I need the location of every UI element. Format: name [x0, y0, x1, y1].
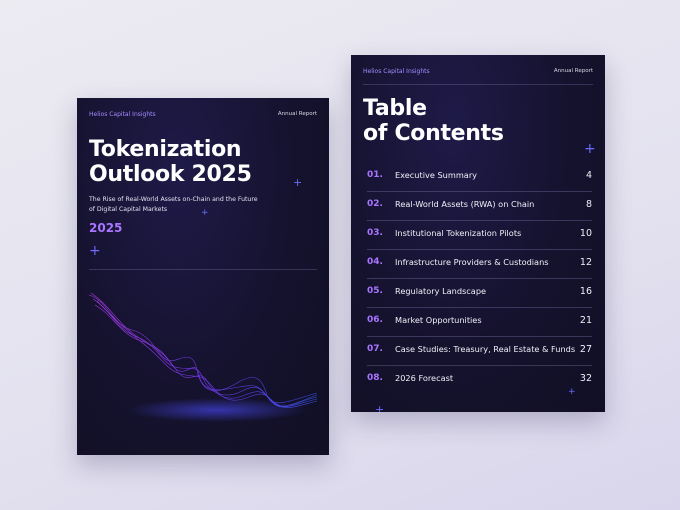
- item-page: 4: [585, 170, 592, 181]
- brand: Helios Capital Insights: [363, 68, 430, 75]
- plus-icon: +: [375, 403, 385, 412]
- toc-title: Table of Contents: [363, 96, 504, 146]
- title-line: Table: [363, 96, 427, 121]
- plus-icon: +: [201, 208, 209, 218]
- brand: Helios Capital Insights: [89, 111, 156, 118]
- cover-title: Tokenization Outlook 2025: [89, 137, 252, 187]
- item-page: 10: [579, 228, 592, 239]
- divider: [89, 269, 317, 270]
- plus-icon: +: [89, 243, 101, 259]
- year: 2025: [89, 221, 123, 235]
- item-title: Executive Summary: [395, 170, 478, 180]
- item-number: 07.: [367, 344, 383, 354]
- item-page: 16: [579, 286, 592, 297]
- item-title: Infrastructure Providers & Custodians: [395, 257, 549, 267]
- item-page: 27: [579, 344, 592, 355]
- item-number: 03.: [367, 228, 383, 238]
- title-line: Outlook 2025: [89, 162, 252, 187]
- item-title: Regulatory Landscape: [395, 286, 487, 296]
- item-number: 08.: [367, 373, 383, 383]
- plus-icon: +: [584, 141, 596, 157]
- wave-art: [88, 292, 318, 422]
- item-number: 06.: [367, 315, 383, 325]
- item-page: 8: [585, 199, 592, 210]
- item-number: 04.: [367, 257, 383, 267]
- item-number: 01.: [367, 170, 383, 180]
- item-title: Real-World Assets (RWA) on Chain: [395, 199, 535, 209]
- toc-row: 08. 2026 Forecast 32: [367, 365, 592, 394]
- toc-row: 01. Executive Summary 4: [367, 162, 592, 192]
- toc-row: 02. Real-World Assets (RWA) on Chain 8: [367, 191, 592, 221]
- item-title: Market Opportunities: [395, 315, 482, 325]
- toc-row: 07. Case Studies: Treasury, Real Estate &…: [367, 336, 592, 366]
- toc-row: 03. Institutional Tokenization Pilots 10: [367, 220, 592, 250]
- toc-row: 04. Infrastructure Providers & Custodians…: [367, 249, 592, 279]
- report-label: Annual Report: [553, 68, 593, 74]
- item-title: 2026 Forecast: [395, 373, 454, 383]
- item-number: 02.: [367, 199, 383, 209]
- title-line: of Contents: [363, 121, 504, 146]
- item-page: 32: [579, 373, 592, 384]
- item-number: 05.: [367, 286, 383, 296]
- item-title: Institutional Tokenization Pilots: [395, 228, 522, 238]
- item-page: 21: [579, 315, 592, 326]
- divider: [363, 84, 593, 85]
- report-label: Annual Report: [277, 111, 317, 117]
- item-title: Case Studies: Treasury, Real Estate & Fu…: [395, 344, 576, 354]
- plus-icon: +: [293, 176, 303, 189]
- cover-page: Helios Capital Insights Annual Report To…: [77, 98, 329, 455]
- subtitle: The Rise of Real-World Assets on-Chain a…: [89, 196, 258, 213]
- toc-page: Helios Capital Insights Annual Report Ta…: [351, 55, 605, 412]
- title-line: Tokenization: [89, 137, 242, 162]
- plus-icon: +: [568, 387, 576, 397]
- toc-row: 05. Regulatory Landscape 16: [367, 278, 592, 308]
- item-page: 12: [579, 257, 592, 268]
- toc-row: 06. Market Opportunities 21: [367, 307, 592, 337]
